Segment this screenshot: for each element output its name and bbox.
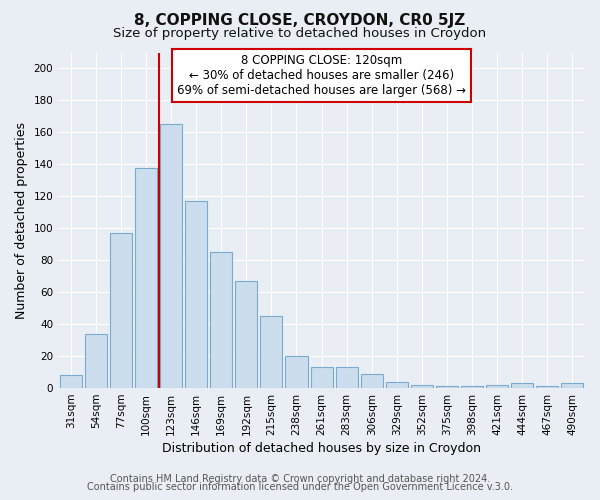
Bar xyxy=(411,385,433,388)
Bar xyxy=(286,356,308,388)
Text: Contains HM Land Registry data © Crown copyright and database right 2024.: Contains HM Land Registry data © Crown c… xyxy=(110,474,490,484)
Bar xyxy=(386,382,408,388)
Bar xyxy=(135,168,157,388)
Bar xyxy=(511,384,533,388)
Bar xyxy=(235,281,257,388)
Bar xyxy=(436,386,458,388)
Text: Contains public sector information licensed under the Open Government Licence v.: Contains public sector information licen… xyxy=(87,482,513,492)
Bar xyxy=(210,252,232,388)
Bar xyxy=(361,374,383,388)
Bar xyxy=(110,233,132,388)
Bar xyxy=(260,316,283,388)
Bar xyxy=(461,386,483,388)
Bar xyxy=(562,384,583,388)
Bar xyxy=(59,376,82,388)
Bar xyxy=(185,201,207,388)
Bar xyxy=(85,334,107,388)
Bar xyxy=(311,368,332,388)
Bar xyxy=(160,124,182,388)
Y-axis label: Number of detached properties: Number of detached properties xyxy=(15,122,28,319)
Bar xyxy=(536,386,559,388)
X-axis label: Distribution of detached houses by size in Croydon: Distribution of detached houses by size … xyxy=(162,442,481,455)
Text: 8, COPPING CLOSE, CROYDON, CR0 5JZ: 8, COPPING CLOSE, CROYDON, CR0 5JZ xyxy=(134,12,466,28)
Text: 8 COPPING CLOSE: 120sqm
← 30% of detached houses are smaller (246)
69% of semi-d: 8 COPPING CLOSE: 120sqm ← 30% of detache… xyxy=(177,54,466,97)
Bar xyxy=(486,385,508,388)
Bar xyxy=(335,368,358,388)
Text: Size of property relative to detached houses in Croydon: Size of property relative to detached ho… xyxy=(113,28,487,40)
